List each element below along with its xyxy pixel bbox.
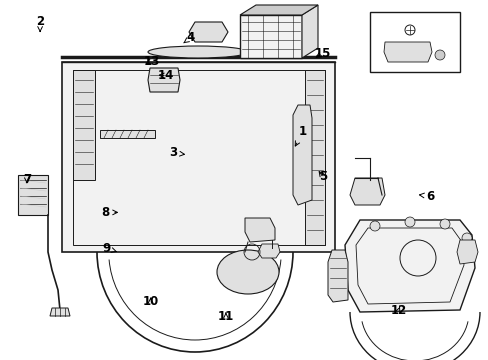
- Text: 10: 10: [142, 295, 159, 308]
- Polygon shape: [73, 70, 95, 180]
- Circle shape: [439, 219, 449, 229]
- Circle shape: [404, 217, 414, 227]
- Polygon shape: [258, 244, 280, 258]
- Polygon shape: [189, 22, 227, 42]
- Polygon shape: [369, 12, 459, 72]
- Text: 13: 13: [143, 55, 160, 68]
- Circle shape: [369, 221, 379, 231]
- Polygon shape: [244, 218, 274, 242]
- Polygon shape: [240, 5, 317, 15]
- Circle shape: [434, 50, 444, 60]
- Text: 7: 7: [23, 173, 31, 186]
- Text: 8: 8: [101, 206, 117, 219]
- Text: 6: 6: [419, 190, 433, 203]
- Text: 3: 3: [169, 147, 184, 159]
- Polygon shape: [148, 68, 180, 92]
- Polygon shape: [327, 250, 347, 302]
- Ellipse shape: [217, 250, 279, 294]
- Polygon shape: [302, 5, 317, 58]
- Text: 15: 15: [314, 47, 330, 60]
- Polygon shape: [240, 15, 302, 58]
- Polygon shape: [62, 62, 334, 252]
- Polygon shape: [456, 240, 477, 264]
- Text: 14: 14: [158, 69, 174, 82]
- Text: 4: 4: [183, 31, 194, 44]
- Polygon shape: [383, 42, 431, 62]
- Polygon shape: [349, 178, 384, 205]
- Polygon shape: [305, 70, 325, 245]
- Text: 2: 2: [36, 15, 44, 31]
- Polygon shape: [345, 220, 474, 312]
- Text: 12: 12: [389, 304, 406, 317]
- Ellipse shape: [148, 46, 247, 58]
- Text: 1: 1: [295, 125, 306, 146]
- Polygon shape: [292, 105, 311, 205]
- Polygon shape: [100, 130, 155, 138]
- Text: 5: 5: [318, 170, 326, 183]
- Text: 11: 11: [217, 310, 234, 323]
- Polygon shape: [18, 175, 48, 215]
- Text: 9: 9: [102, 242, 116, 255]
- Circle shape: [461, 233, 471, 243]
- Polygon shape: [50, 308, 70, 316]
